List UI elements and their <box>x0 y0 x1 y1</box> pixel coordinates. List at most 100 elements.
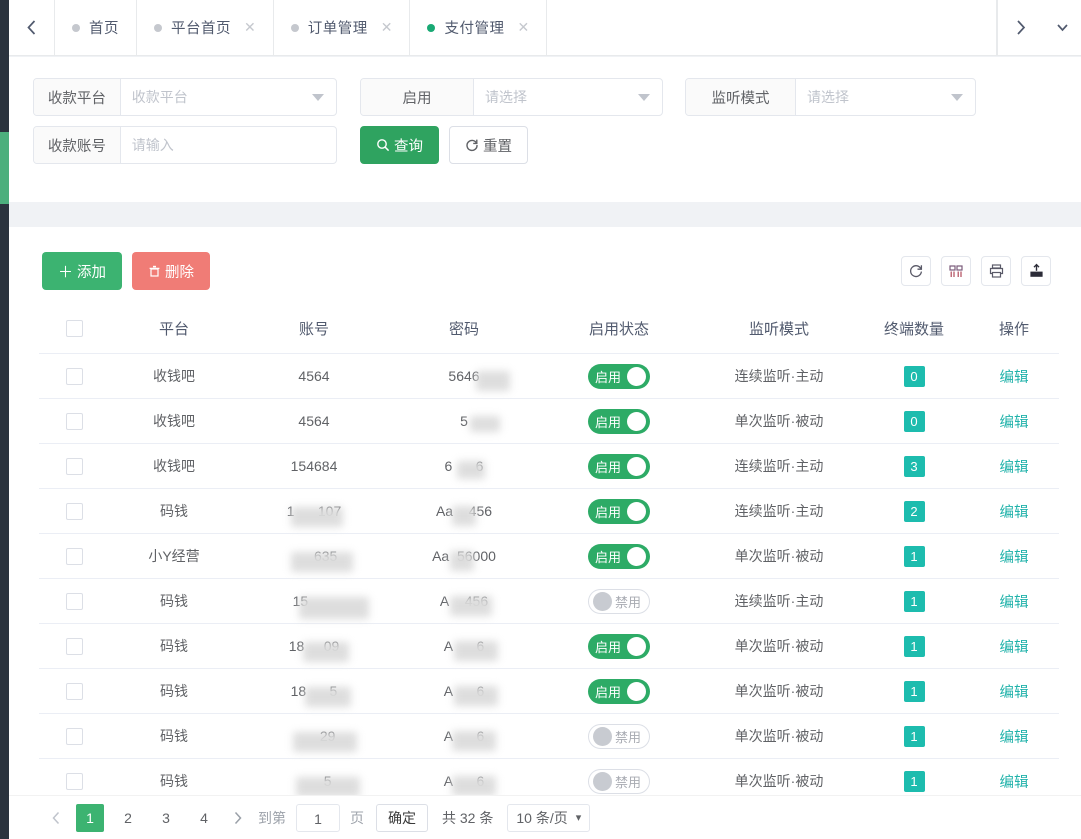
filter-enable-select[interactable]: 请选择 <box>474 79 662 115</box>
table-row[interactable]: 小Y经营 635 Aa 56000 启用 单次监听·被动 1 编辑 <box>39 533 1059 579</box>
cell-listen-mode: 单次监听·被动 <box>699 533 859 579</box>
account-value: 1 107 <box>287 503 343 527</box>
delete-button[interactable]: 删除 <box>132 252 211 290</box>
enable-toggle[interactable]: 禁用 <box>588 723 650 749</box>
filter-account-input[interactable]: 请输入 <box>121 127 336 163</box>
toggle-knob <box>627 501 646 521</box>
edit-link[interactable]: 编辑 <box>999 459 1029 476</box>
edit-link[interactable]: 编辑 <box>999 369 1029 386</box>
tab-scroll-next-button[interactable] <box>997 0 1043 55</box>
edit-link[interactable]: 编辑 <box>999 639 1029 656</box>
tab-order-management[interactable]: 订单管理 ✕ <box>274 0 411 55</box>
select-all-checkbox[interactable] <box>65 320 83 338</box>
payment-table-card: ＋ 添加 删除 <box>9 227 1081 839</box>
print-icon-button[interactable] <box>981 256 1011 286</box>
table-row[interactable]: 收钱吧 4564 5 启用 单次监听·被动 0 编辑 <box>39 398 1059 444</box>
tab-payment-management[interactable]: 支付管理 ✕ <box>410 0 548 55</box>
row-checkbox[interactable] <box>65 727 83 745</box>
tab-empty-space <box>547 0 997 55</box>
pagination-prev-button[interactable] <box>42 809 71 826</box>
export-icon-button[interactable] <box>1021 256 1051 286</box>
row-checkbox[interactable] <box>65 412 83 430</box>
account-value: 29 <box>292 728 357 752</box>
row-checkbox[interactable] <box>65 547 83 565</box>
filter-platform-select[interactable]: 收款平台 <box>121 79 336 115</box>
search-filter-card: 收款平台 收款平台 启用 请选择 监听模式 请选择 收款账号 <box>9 57 1081 202</box>
cell-listen-mode: 连续监听·主动 <box>699 443 859 489</box>
edit-link[interactable]: 编辑 <box>999 504 1029 521</box>
enable-toggle[interactable]: 启用 <box>588 633 650 659</box>
tab-home[interactable]: 首页 <box>55 0 137 55</box>
cell-account: 29 <box>239 713 389 759</box>
edit-link[interactable]: 编辑 <box>999 684 1029 701</box>
goto-page-input[interactable]: 1 <box>296 803 340 832</box>
tab-close-icon[interactable]: ✕ <box>517 19 530 35</box>
filter-mode[interactable]: 监听模式 请选择 <box>685 78 976 116</box>
edit-link[interactable]: 编辑 <box>999 729 1029 746</box>
enable-toggle[interactable]: 启用 <box>588 453 650 479</box>
filter-enable[interactable]: 启用 请选择 <box>360 78 663 116</box>
refresh-icon-button[interactable] <box>901 256 931 286</box>
table-row[interactable]: 收钱吧 4564 5646 启用 连续监听·主动 0 编辑 <box>39 353 1059 399</box>
enable-toggle[interactable]: 启用 <box>588 363 650 389</box>
toggle-knob <box>627 681 646 701</box>
chevron-left-icon <box>52 812 60 825</box>
edit-link[interactable]: 编辑 <box>999 774 1029 791</box>
enable-toggle-label: 启用 <box>595 684 622 700</box>
row-select-cell <box>39 488 109 534</box>
edit-link[interactable]: 编辑 <box>999 594 1029 611</box>
goto-confirm-button[interactable]: 确定 <box>376 803 428 832</box>
edit-link[interactable]: 编辑 <box>999 414 1029 431</box>
password-value: Aa 456 <box>436 503 492 526</box>
page-size-select[interactable]: 10 条/页 ▾ <box>507 803 591 832</box>
chevron-down-icon <box>1056 24 1068 32</box>
row-checkbox[interactable] <box>65 682 83 700</box>
tab-close-icon[interactable]: ✕ <box>244 19 256 35</box>
edit-link[interactable]: 编辑 <box>999 549 1029 566</box>
enable-toggle[interactable]: 启用 <box>588 498 650 524</box>
filter-account[interactable]: 收款账号 请输入 <box>33 126 337 164</box>
enable-toggle[interactable]: 启用 <box>588 408 650 434</box>
row-checkbox[interactable] <box>65 502 83 520</box>
tab-scroll-prev-button[interactable] <box>9 0 55 55</box>
tab-platform-home[interactable]: 平台首页 ✕ <box>137 0 274 55</box>
redaction-mask <box>470 416 501 432</box>
enable-toggle[interactable]: 启用 <box>588 543 650 569</box>
row-checkbox[interactable] <box>65 457 83 475</box>
tab-status-dot <box>72 23 80 32</box>
pagination-page-3[interactable]: 3 <box>162 809 170 826</box>
tab-label: 首页 <box>89 21 119 37</box>
enable-toggle[interactable]: 禁用 <box>588 768 650 794</box>
filter-platform-label: 收款平台 <box>34 79 121 115</box>
filter-mode-select[interactable]: 请选择 <box>796 79 975 115</box>
filter-platform[interactable]: 收款平台 收款平台 <box>33 78 337 116</box>
password-value: A 6 <box>444 683 498 706</box>
row-checkbox[interactable] <box>65 637 83 655</box>
row-checkbox[interactable] <box>65 772 83 790</box>
enable-toggle-label: 启用 <box>595 504 622 520</box>
table-row[interactable]: 收钱吧 154684 6 6 启用 连续监听·主动 3 编辑 <box>39 443 1059 489</box>
columns-icon-button[interactable] <box>941 256 971 286</box>
filter-account-label: 收款账号 <box>34 127 121 163</box>
reset-button[interactable]: 重置 <box>449 126 528 164</box>
pagination-next-button[interactable] <box>223 809 252 826</box>
tab-dropdown-button[interactable] <box>1043 0 1081 55</box>
row-checkbox[interactable] <box>65 367 83 385</box>
password-value: 5 <box>460 413 501 432</box>
pagination-page-2[interactable]: 2 <box>124 809 132 826</box>
table-row[interactable]: 码钱 29 A 6 禁用 单次监听·被动 1 编辑 <box>39 713 1059 759</box>
pagination-page-1[interactable]: 1 <box>76 803 104 832</box>
filter-enable-label: 启用 <box>361 79 474 115</box>
pagination-page-4[interactable]: 4 <box>200 809 208 826</box>
row-checkbox[interactable] <box>65 592 83 610</box>
enable-toggle[interactable]: 禁用 <box>588 588 650 614</box>
cell-action: 编辑 <box>969 353 1059 399</box>
table-row[interactable]: 码钱 18 5 A 6 启用 单次监听·被动 1 编辑 <box>39 668 1059 714</box>
tab-close-icon[interactable]: ✕ <box>380 19 393 35</box>
query-button[interactable]: 查询 <box>360 126 439 164</box>
table-row[interactable]: 码钱 18 09 A 6 启用 单次监听·被动 1 编辑 <box>39 623 1059 669</box>
enable-toggle[interactable]: 启用 <box>588 678 650 704</box>
table-row[interactable]: 码钱 15 A 456 禁用 连续监听·主动 1 编辑 <box>39 578 1059 624</box>
add-button[interactable]: ＋ 添加 <box>42 252 123 290</box>
table-row[interactable]: 码钱 1 107 Aa 456 启用 连续监听·主动 2 编辑 <box>39 488 1059 534</box>
